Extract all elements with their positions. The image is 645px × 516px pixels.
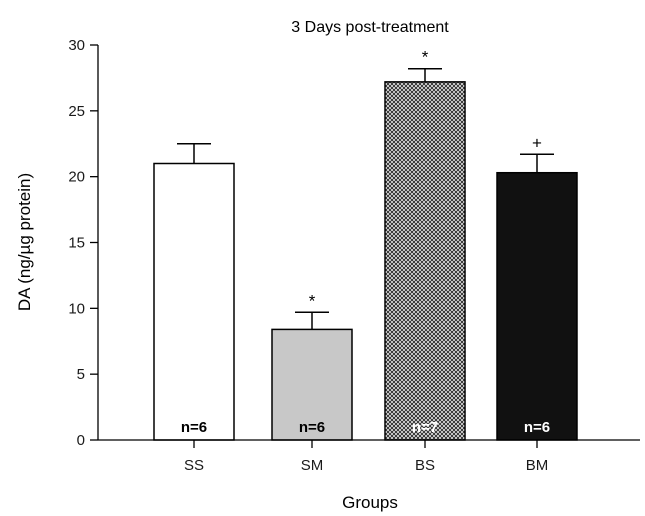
x-tick-label: SS: [184, 457, 204, 474]
y-axis: 0 5 10 15 20 25 30: [68, 37, 99, 449]
y-tick-label: 10: [68, 300, 85, 317]
bar-bs: [384, 81, 466, 441]
sample-size-label: n=6: [181, 419, 207, 436]
y-tick-label: 0: [77, 432, 85, 449]
y-tick-label: 15: [68, 235, 85, 252]
x-axis: SS SM BS BM: [98, 439, 640, 474]
y-tick-label: 30: [68, 37, 85, 54]
sample-size-label: n=6: [524, 419, 550, 436]
sample-size-label: n=7: [412, 419, 438, 436]
bar-bm: [496, 171, 578, 441]
x-tick-label: SM: [301, 457, 324, 474]
x-axis-title: Groups: [342, 493, 398, 512]
significance-marker: *: [422, 48, 429, 67]
significance-marker: *: [309, 291, 316, 310]
significance-marker: +: [532, 133, 542, 152]
y-tick-label: 25: [68, 103, 85, 120]
chart-title: 3 Days post-treatment: [291, 19, 449, 36]
x-tick-label: BS: [415, 457, 435, 474]
sample-size-label: n=6: [299, 419, 325, 436]
x-tick-label: BM: [526, 457, 549, 474]
bar-ss: [153, 162, 235, 441]
y-tick-label: 20: [68, 169, 85, 186]
y-tick-label: 5: [77, 366, 85, 383]
bars: n=6 * n=6 * n=7 + n=6: [153, 48, 578, 441]
y-axis-title: DA (ng/µg protein): [15, 173, 34, 311]
